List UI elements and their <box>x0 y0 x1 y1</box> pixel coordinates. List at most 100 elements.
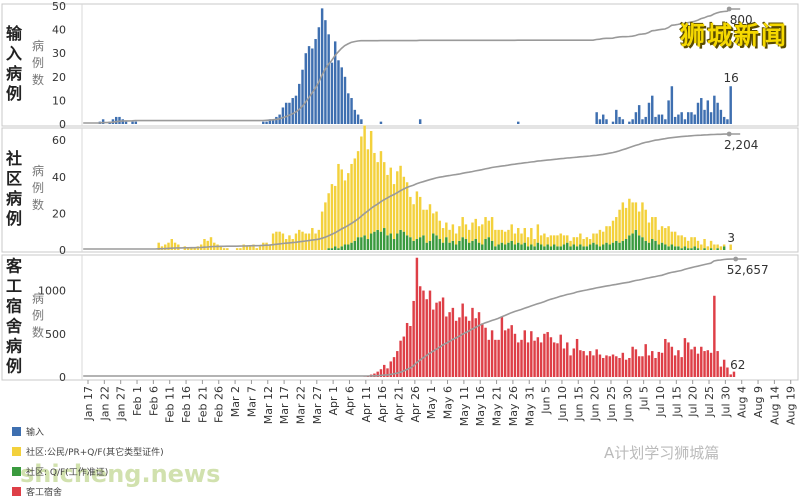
y-tick-label: 500 <box>45 328 66 341</box>
x-tick-label: Jan 27 <box>115 386 128 421</box>
y-tick-label: 30 <box>52 47 66 60</box>
bar-community <box>471 223 473 241</box>
bar <box>690 349 692 377</box>
last-value-label: 16 <box>724 71 739 85</box>
bar-workpass <box>651 239 653 250</box>
bar-community <box>586 237 588 246</box>
bar <box>497 340 499 377</box>
bar <box>680 357 682 377</box>
bar <box>651 96 653 124</box>
bar <box>275 117 277 124</box>
bar-workpass <box>386 235 388 250</box>
x-tick-label: Jun 10 <box>556 386 569 422</box>
bar <box>615 356 617 377</box>
bar <box>501 317 503 378</box>
bar-community <box>488 221 490 237</box>
bar-community <box>618 210 620 243</box>
bar-community <box>380 151 382 232</box>
panel-title-char: 客 <box>6 257 23 276</box>
legend-item-imported: 输入 <box>12 424 164 438</box>
bar <box>553 342 555 377</box>
bar <box>295 96 297 124</box>
bar <box>432 310 434 377</box>
bar <box>533 341 535 377</box>
bar <box>301 70 303 124</box>
bar-community <box>703 239 705 248</box>
bar <box>409 326 411 377</box>
bar <box>517 342 519 377</box>
bar-workpass <box>520 245 522 250</box>
bar-workpass <box>425 243 427 250</box>
bar-community <box>465 224 467 239</box>
x-tick-label: Jul 10 <box>654 386 667 418</box>
bar-workpass <box>406 235 408 250</box>
bar-community <box>210 237 212 250</box>
bar <box>671 347 673 377</box>
bar <box>638 105 640 124</box>
bar-workpass <box>530 245 532 250</box>
bar <box>527 342 529 377</box>
bar-community <box>602 232 604 245</box>
x-tick-label: May 11 <box>458 386 471 426</box>
bar <box>641 119 643 124</box>
x-tick-label: Jun 15 <box>572 386 585 422</box>
bar-community <box>376 162 378 230</box>
bar-community <box>481 224 483 244</box>
bar-workpass <box>671 245 673 250</box>
legend-label-dorm: 客工宿舍 <box>26 485 62 498</box>
bar-workpass <box>694 246 696 250</box>
x-tick-label: May 21 <box>491 386 504 426</box>
bar-community <box>419 197 421 237</box>
bar-community <box>507 230 509 243</box>
bar-community <box>458 226 460 241</box>
bar <box>262 122 264 124</box>
bar <box>540 342 542 377</box>
bar <box>582 351 584 377</box>
legend-swatch-community-wp <box>12 467 21 476</box>
bar <box>733 372 735 377</box>
bar <box>713 296 715 377</box>
x-tick-label: Jun 30 <box>621 386 634 422</box>
bar <box>589 351 591 377</box>
bar <box>419 119 421 124</box>
bar-workpass <box>468 243 470 250</box>
bar <box>680 112 682 124</box>
last-value-label: 62 <box>730 358 745 372</box>
bar <box>638 356 640 377</box>
bar-community <box>373 153 375 232</box>
bar-workpass <box>716 248 718 250</box>
x-tick-label: Aug 14 <box>768 386 781 425</box>
bar <box>435 303 437 377</box>
bar-community <box>432 213 434 233</box>
legend-label-imported: 输入 <box>26 425 44 438</box>
x-tick-label: Feb 11 <box>164 386 177 423</box>
bar <box>439 301 441 377</box>
bar-community <box>510 224 512 240</box>
bar-community <box>347 173 349 244</box>
bar <box>684 119 686 124</box>
bar <box>667 100 669 124</box>
bar-community <box>484 217 486 239</box>
y-tick-label: 0 <box>59 371 66 384</box>
bar-community <box>716 245 718 249</box>
bar-workpass <box>546 245 548 250</box>
x-tick-label: May 16 <box>474 386 487 426</box>
bar-community <box>272 234 274 250</box>
bar-community <box>540 235 542 244</box>
bar <box>354 110 356 124</box>
x-tick-label: Mar 17 <box>278 386 291 424</box>
bar-community <box>360 136 362 237</box>
bar-workpass <box>543 246 545 250</box>
bar-workpass <box>553 245 555 250</box>
bar <box>700 347 702 377</box>
bar-workpass <box>403 232 405 250</box>
bar-workpass <box>344 245 346 250</box>
bar-workpass <box>380 232 382 250</box>
bar-community <box>422 210 424 236</box>
bar-workpass <box>573 245 575 250</box>
bar <box>331 63 333 124</box>
bar <box>285 103 287 124</box>
bar <box>461 304 463 377</box>
bar <box>710 112 712 124</box>
y-tick-label: 10 <box>52 94 66 107</box>
